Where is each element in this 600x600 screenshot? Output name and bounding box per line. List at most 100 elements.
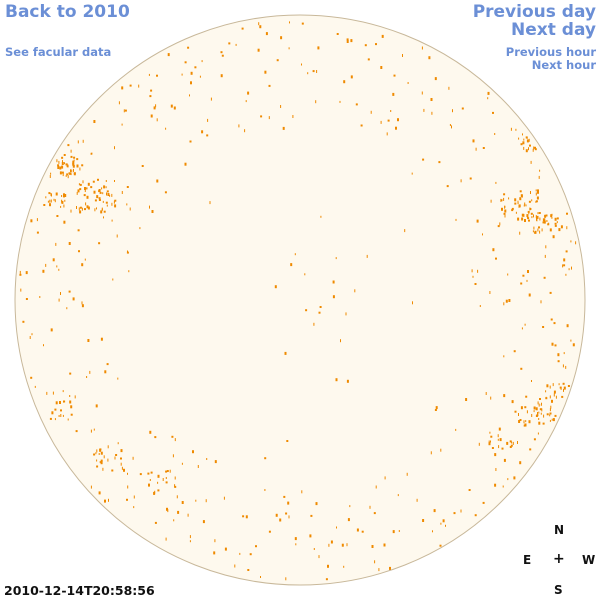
facula-spot — [468, 489, 471, 491]
facula-spot — [472, 275, 474, 278]
facula-spot — [384, 476, 386, 480]
facula-spot — [100, 210, 103, 214]
facula-spot — [498, 445, 500, 449]
facula-spot — [124, 109, 127, 112]
facula-spot — [89, 370, 91, 374]
facula-spot — [539, 169, 541, 172]
facula-spot — [71, 169, 73, 173]
facula-spot — [537, 432, 539, 435]
facula-spot — [139, 473, 142, 476]
facula-spot — [572, 343, 575, 347]
facula-spot — [488, 442, 491, 446]
facula-spot — [554, 222, 557, 225]
facula-spot — [431, 111, 433, 115]
facula-spot — [45, 263, 47, 267]
facula-spot — [162, 478, 164, 481]
facula-spot — [48, 192, 51, 195]
facula-spot — [70, 173, 72, 176]
facula-spot — [494, 483, 497, 487]
facula-spot — [155, 104, 157, 108]
facula-spot — [545, 396, 547, 399]
back-to-year-link[interactable]: Back to 2010 — [5, 2, 130, 22]
facula-spot — [319, 306, 322, 308]
facula-spot — [62, 390, 64, 393]
facula-spot — [530, 212, 533, 215]
facula-spot — [79, 183, 82, 186]
facula-spot — [477, 269, 479, 273]
facula-spot — [561, 395, 564, 398]
facula-spot — [103, 455, 105, 459]
facula-spot — [442, 519, 445, 523]
facula-spot — [522, 274, 525, 277]
facula-spot — [533, 410, 535, 413]
facula-spot — [495, 257, 497, 260]
facula-spot — [538, 411, 540, 414]
facula-spot — [556, 221, 558, 224]
facula-spot — [59, 166, 62, 170]
facula-spot — [148, 73, 150, 76]
facula-spot — [549, 385, 551, 389]
facula-spot — [247, 91, 250, 95]
facula-spot — [482, 501, 485, 504]
facula-spot — [264, 489, 266, 491]
facula-spot — [258, 22, 260, 26]
facula-spot — [542, 326, 545, 328]
facula-spot — [549, 395, 551, 399]
facula-spot — [157, 474, 160, 478]
facula-spot — [517, 441, 518, 444]
facula-spot — [68, 242, 71, 245]
facula-spot — [61, 171, 64, 174]
facula-spot — [497, 225, 500, 228]
facula-spot — [96, 195, 99, 199]
facula-spot — [101, 187, 103, 190]
facula-spot — [327, 564, 329, 568]
facula-spot — [58, 268, 60, 271]
facula-spot — [129, 207, 131, 211]
facula-spot — [86, 205, 89, 209]
facula-spot — [275, 513, 278, 517]
facula-spot — [107, 193, 110, 196]
facula-spot — [209, 201, 211, 205]
facula-spot — [489, 291, 491, 294]
facula-spot — [488, 440, 490, 444]
facula-spot — [514, 202, 517, 205]
facula-spot — [52, 391, 54, 395]
facula-spot — [54, 408, 57, 411]
facula-spot — [238, 124, 240, 128]
next-hour-link[interactable]: Next hour — [531, 58, 596, 72]
previous-hour-link[interactable]: Previous hour — [505, 45, 596, 59]
facula-spot — [474, 514, 477, 517]
facula-spot — [174, 438, 176, 442]
facula-spot — [90, 152, 92, 155]
facula-spot — [552, 383, 554, 387]
facula-spot — [103, 210, 106, 213]
facula-spot — [257, 48, 260, 52]
facula-spot — [549, 419, 551, 422]
facula-spot — [538, 418, 540, 420]
facula-spot — [518, 204, 520, 208]
facula-spot — [521, 327, 523, 330]
facula-spot — [503, 458, 506, 462]
facula-spot — [557, 360, 560, 363]
facula-spot — [20, 288, 22, 292]
previous-day-link[interactable]: Previous day — [472, 2, 596, 22]
facula-spot — [285, 577, 287, 581]
see-facular-data-link[interactable]: See facular data — [5, 45, 112, 59]
facula-spot — [519, 461, 522, 465]
facula-spot — [181, 73, 183, 76]
facula-spot — [537, 412, 538, 415]
facula-spot — [535, 189, 537, 192]
facula-spot — [558, 383, 560, 386]
facula-spot — [132, 456, 134, 460]
facula-spot — [316, 70, 318, 73]
facula-spot — [517, 217, 520, 221]
facula-spot — [528, 212, 530, 215]
facula-spot — [566, 212, 568, 215]
facula-spot — [49, 417, 52, 420]
facula-spot — [105, 201, 108, 204]
next-day-link[interactable]: Next day — [511, 20, 596, 40]
facula-spot — [534, 230, 537, 234]
facula-spot — [522, 133, 523, 136]
facula-spot — [53, 198, 55, 201]
facula-spot — [60, 409, 62, 412]
